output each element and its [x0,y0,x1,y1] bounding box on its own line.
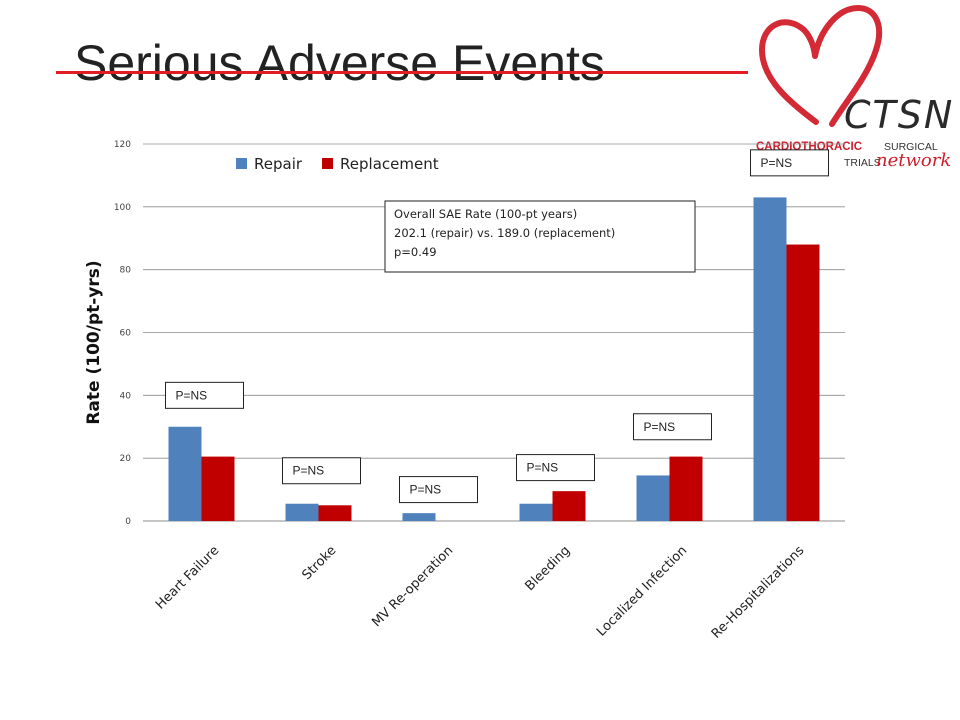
annotation-box [399,476,478,504]
x-tick-label: MV Re-operation [369,543,456,630]
annotation-text: P=NS [644,420,676,434]
legend-swatch [322,158,334,169]
logo-line2-red: network [876,150,951,171]
y-axis-label: Rate (100/pt-yrs) [84,260,104,424]
bar-repair [636,475,670,521]
legend-swatch [236,158,247,169]
legend: Repair Replacement [236,155,439,173]
bar-repair [519,503,553,521]
annotation-box [165,381,244,409]
note-line: p=0.49 [394,245,437,259]
annotation-text: P=NS [761,156,793,170]
y-tick-label: 120 [114,140,131,150]
y-tick-label: 60 [120,329,132,339]
pvalue-annotation: P=NS [633,413,712,441]
bar-repair [753,197,787,522]
pvalue-annotation: P=NS [399,476,478,504]
bar-repair [168,426,202,521]
x-tick-label: Heart Failure [153,543,222,612]
annotation-text: P=NS [176,388,208,402]
pvalue-annotation: P=NS [516,454,595,482]
y-tick-label: 0 [125,517,131,527]
annotation-box [282,457,361,485]
pvalue-annotation: P=NS [165,381,244,409]
y-tick-label: 80 [120,266,132,276]
y-tick-label: 40 [120,391,132,401]
bar-repair [285,503,319,521]
annotation-text: P=NS [527,461,559,475]
x-tick-label: Stroke [299,543,339,583]
ctsn-logo: CTSN CARDIOTHORACIC SURGICAL TRIALS netw… [756,5,954,171]
bar-replacement [552,491,586,521]
legend-label: Replacement [340,155,439,173]
bar-replacement [669,456,703,521]
bar-replacement [201,456,235,521]
title-underline [56,71,748,74]
legend-label: Repair [254,155,303,173]
note-box [384,200,696,273]
y-tick-label: 20 [120,454,132,464]
slide-title: Serious Adverse Events [74,35,605,91]
y-tick-label: 100 [114,203,131,213]
annotation-text: P=NS [293,464,325,478]
bars [168,197,820,522]
annotation-text: P=NS [410,483,442,497]
pvalue-annotation: P=NS [282,457,361,485]
logo-line2-dark: TRIALS [844,157,881,169]
note-line: 202.1 (repair) vs. 189.0 (replacement) [394,226,615,240]
logo-acronym: CTSN [844,93,954,137]
heart-logo-icon [759,5,883,127]
x-tick-label: Bleeding [522,543,573,594]
annotations: P=NS P=NS P=NS P=NS P=NS P=NS Overall SAE Rate… [165,149,829,504]
annotation-box [750,149,829,177]
x-tick-label: Localized Infection [594,543,690,639]
overall-rate-note: Overall SAE Rate (100-pt years) 202.1 (re… [384,200,696,273]
bar-replacement [786,244,820,522]
bar-replacement [318,505,352,521]
bar-repair [402,513,436,521]
annotation-box [516,454,595,482]
annotation-box [633,413,712,441]
pvalue-annotation: P=NS [750,149,829,177]
x-tick-label: Re-Hospitalizations [709,543,808,642]
logo-line1-dark: SURGICAL [884,141,938,153]
note-line: Overall SAE Rate (100-pt years) [394,207,577,221]
